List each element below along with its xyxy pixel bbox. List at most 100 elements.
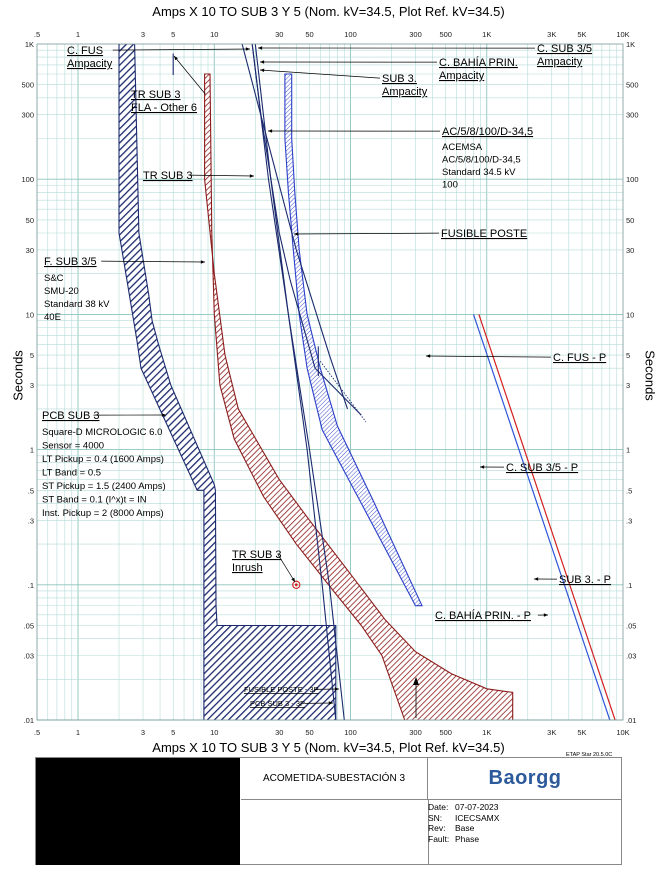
rev-value: Base xyxy=(455,823,475,833)
annotation-text: Square-D MICROLOGIC 6.0 xyxy=(42,427,162,438)
y-tick-label-left: 3 xyxy=(30,381,34,390)
y-tick-label-left: 50 xyxy=(26,216,34,225)
annotation-text: ST Band = 0.1 (I^x)t = IN xyxy=(42,495,147,506)
x-tick-label-bottom: 300 xyxy=(409,728,422,737)
annotation-text: ST Pickup = 1.5 (2400 Amps) xyxy=(42,481,166,492)
etap-version: ETAP Star 20.5.0C xyxy=(566,752,613,758)
annotation-pcbmark: PCB SUB 3 - 3P xyxy=(250,699,305,708)
annotation-text: Ampacity xyxy=(382,86,428,98)
plot-frame xyxy=(36,43,624,721)
y-tick-label-right: 5 xyxy=(626,351,630,360)
tcc-plot: .5 .5 1 1 3 3 5 5 10 10 30 30 50 50 100 100 300 300 500 500… xyxy=(21,30,639,737)
x-tick-label-top: 500 xyxy=(439,30,452,39)
y-tick-label-right: 300 xyxy=(626,111,639,120)
annotation-trsub3: TR SUB 3 xyxy=(143,170,193,182)
annotation-text: S&C xyxy=(44,273,64,284)
band-arrowhead xyxy=(413,677,419,685)
annotation-text: FUSIBLE POSTE xyxy=(441,228,527,240)
annotation-pcbinfo: Square-D MICROLOGIC 6.0 Sensor = 4000 LT P… xyxy=(42,427,166,519)
leader-arrowhead xyxy=(200,260,205,264)
annotation-text: C. FUS xyxy=(67,45,103,57)
x-tick-label-top: 30 xyxy=(275,30,283,39)
y-tick-label-right: 1K xyxy=(626,40,635,49)
annotation-text: PCB SUB 3 xyxy=(42,410,99,422)
leader-line xyxy=(101,260,206,263)
annotation-text: F. SUB 3/5 xyxy=(44,256,97,268)
annotation-text: 100 xyxy=(442,180,458,191)
x-tick-label-top: 1 xyxy=(76,30,80,39)
x-tick-label-bottom: 500 xyxy=(439,728,452,737)
x-tick-label-bottom: 5 xyxy=(171,728,175,737)
leader-arrowhead xyxy=(161,413,166,417)
y-tick-label-right: .01 xyxy=(626,716,636,725)
annotation-text: PCB SUB 3 - 3P xyxy=(250,699,305,708)
x-tick-label-bottom: 10K xyxy=(616,728,629,737)
annotation-cbahiap: C. BAHÍA PRIN. - P xyxy=(435,609,531,622)
phase-lines xyxy=(472,314,616,720)
annotation-fusposte: FUSIBLE POSTE xyxy=(441,228,527,240)
phase-line-red xyxy=(478,314,616,720)
leader-arrowhead xyxy=(249,174,254,178)
leader-arrowhead xyxy=(268,129,273,133)
grid xyxy=(36,44,623,721)
x-tick-label-bottom: 3 xyxy=(141,728,145,737)
annotation-text: Standard 34.5 kV xyxy=(442,167,516,178)
annotation-text: LT Band = 0.5 xyxy=(42,468,101,479)
fault-label: Fault: xyxy=(428,833,450,844)
x-tick-label-bottom: 5K xyxy=(577,728,586,737)
y-tick-label-left: 1K xyxy=(25,40,34,49)
leader-arrowhead xyxy=(534,577,539,581)
x-tick-label-bottom: 3K xyxy=(547,728,556,737)
y-tick-label-left: 300 xyxy=(21,111,34,120)
x-tick-label-bottom: 1 xyxy=(76,728,80,737)
y-tick-label-right: 1 xyxy=(626,446,630,455)
x-tick-label-bottom: 100 xyxy=(344,728,357,737)
annotation-text: AC/5/8/100/D-34,5 xyxy=(442,155,521,166)
y-tick-label-right: 500 xyxy=(626,81,639,90)
y-tick-label-left: .01 xyxy=(24,716,34,725)
annotation-fuspostemark: FUSIBLE POSTE - 3P xyxy=(244,685,319,694)
leader-arrowhead xyxy=(334,687,339,691)
company-logo: Baorgg xyxy=(428,758,622,800)
leader-arrowhead xyxy=(174,56,178,61)
leader-line xyxy=(112,48,251,51)
y-tick-label-right: .05 xyxy=(626,621,636,630)
annotation-text: TR SUB 3 xyxy=(131,89,181,101)
leader-arrowhead xyxy=(291,577,295,582)
leader-line xyxy=(173,55,206,95)
annotation-text: AC/5/8/100/D-34,5 xyxy=(442,126,533,138)
annotation-text: Inst. Pickup = 2 (8000 Amps) xyxy=(42,508,164,519)
y-tick-label-left: 30 xyxy=(26,246,34,255)
y-tick-label-right: 50 xyxy=(626,216,634,225)
annotation-text: TR SUB 3 xyxy=(143,170,193,182)
y-tick-label-left: .5 xyxy=(28,486,34,495)
x-axis-label: Amps X 10 TO SUB 3 Y 5 (Nom. kV=34.5, Pl… xyxy=(152,740,505,755)
annotation-leaders xyxy=(93,46,558,718)
chart-title: Amps X 10 TO SUB 3 Y 5 (Nom. kV=34.5, Pl… xyxy=(152,4,505,19)
y-tick-label-right: .1 xyxy=(626,581,632,590)
annotation-text: ACEMSA xyxy=(442,142,483,153)
date-label: Date: xyxy=(428,802,449,812)
annotation-text: Sensor = 4000 xyxy=(42,441,104,452)
y-tick-label-left: .3 xyxy=(28,516,34,525)
annotation-csub35p: C. SUB 3/5 - P xyxy=(506,462,578,474)
inrush-point-ring xyxy=(292,580,301,589)
x-tick-label-top: 50 xyxy=(305,30,313,39)
curve-c-fus xyxy=(251,44,345,720)
y-tick-label-left: .1 xyxy=(28,581,34,590)
leader-line xyxy=(188,174,255,177)
rev-label: Rev: xyxy=(428,823,446,833)
y-tick-label-right: 100 xyxy=(626,175,639,184)
leader-arrowhead xyxy=(260,60,265,64)
x-tick-label-top: 10K xyxy=(616,30,629,39)
inrush-point-dot xyxy=(294,583,298,587)
annotation-text: 40E xyxy=(44,312,61,323)
annotation-text: TR SUB 3 xyxy=(232,549,282,561)
x-tick-label-bottom: 50 xyxy=(305,728,313,737)
annotation-sub3amp: SUB 3.Ampacity xyxy=(382,73,428,98)
annotation-text: C. BAHÍA PRIN. - P xyxy=(435,609,531,622)
leader-arrowhead xyxy=(294,232,299,236)
